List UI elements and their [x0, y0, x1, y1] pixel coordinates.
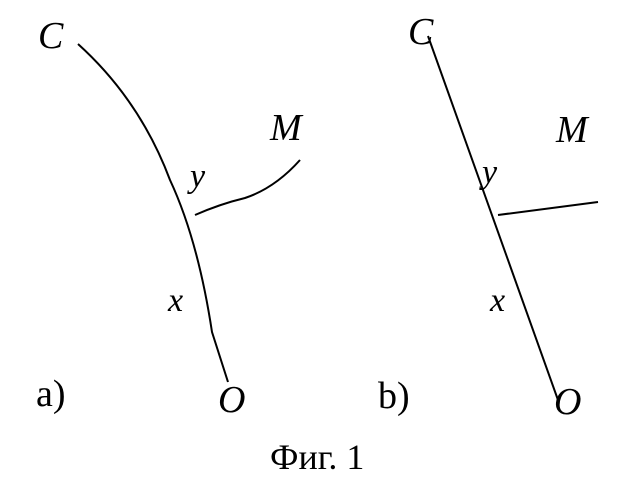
panel-a-curve-oc — [78, 44, 228, 382]
panel-b-label-c: C — [408, 10, 433, 54]
panel-b-label-y: y — [482, 154, 497, 192]
panel-b-label-o: O — [554, 380, 581, 424]
panel-b-line-branch — [498, 202, 598, 215]
panel-a-tag: a) — [36, 372, 66, 416]
diagram-svg — [0, 0, 641, 500]
panel-a-label-c: C — [38, 14, 63, 58]
panel-a-label-o: O — [218, 378, 245, 422]
panel-a-label-y: y — [190, 158, 205, 196]
figure-caption: Фиг. 1 — [270, 436, 364, 478]
panel-a-label-x: x — [168, 282, 183, 320]
panel-b-tag: b) — [378, 374, 410, 418]
panel-b-label-m: M — [556, 108, 588, 152]
panel-b-label-x: x — [490, 282, 505, 320]
panel-a-branch — [195, 160, 300, 215]
panel-a-label-m: M — [270, 106, 302, 150]
figure-container: C M y x O a) C M y x O b) Фиг. 1 — [0, 0, 641, 500]
panel-b-line-oc — [428, 36, 558, 400]
